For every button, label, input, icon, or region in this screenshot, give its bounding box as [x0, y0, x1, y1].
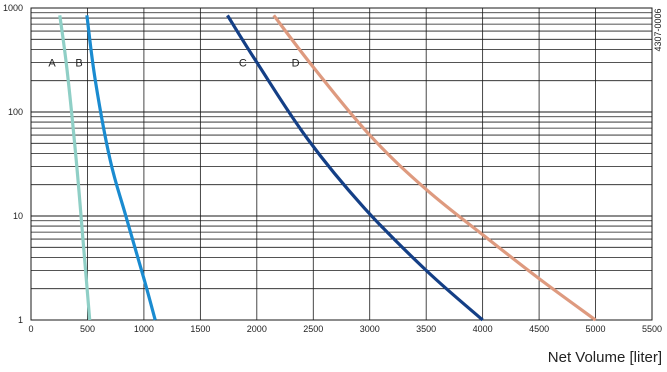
x-tick-label: 2500: [303, 324, 323, 334]
x-tick-label: 1500: [190, 324, 210, 334]
x-tick-label: 2000: [247, 324, 267, 334]
x-tick-label: 3500: [416, 324, 436, 334]
x-tick-label: 3000: [360, 324, 380, 334]
x-tick-label: 500: [80, 324, 95, 334]
series-label-a: A: [48, 57, 56, 69]
x-axis-title: Net Volume [liter]: [548, 349, 662, 366]
y-tick-label: 10: [13, 211, 23, 221]
series-line-a: [58, 15, 92, 321]
series-line-d: [272, 14, 597, 322]
y-tick-label: 100: [8, 107, 23, 117]
x-tick-label: 5500: [642, 324, 662, 334]
x-tick-label: 0: [28, 324, 33, 334]
y-tick-label: 1000: [3, 3, 23, 13]
series-label-b: B: [75, 57, 82, 69]
series-line-c: [226, 14, 484, 322]
x-tick-label: 5000: [586, 324, 606, 334]
series-label-d: D: [292, 57, 300, 69]
y-tick-label: 1: [18, 315, 23, 325]
series-line-b: [85, 15, 157, 321]
series-label-c: C: [239, 57, 247, 69]
x-tick-label: 1000: [134, 324, 154, 334]
plot-frame: [30, 7, 653, 321]
x-tick-label: 4000: [473, 324, 493, 334]
document-code: 4307-0006: [653, 8, 663, 51]
x-tick-label: 4500: [529, 324, 549, 334]
